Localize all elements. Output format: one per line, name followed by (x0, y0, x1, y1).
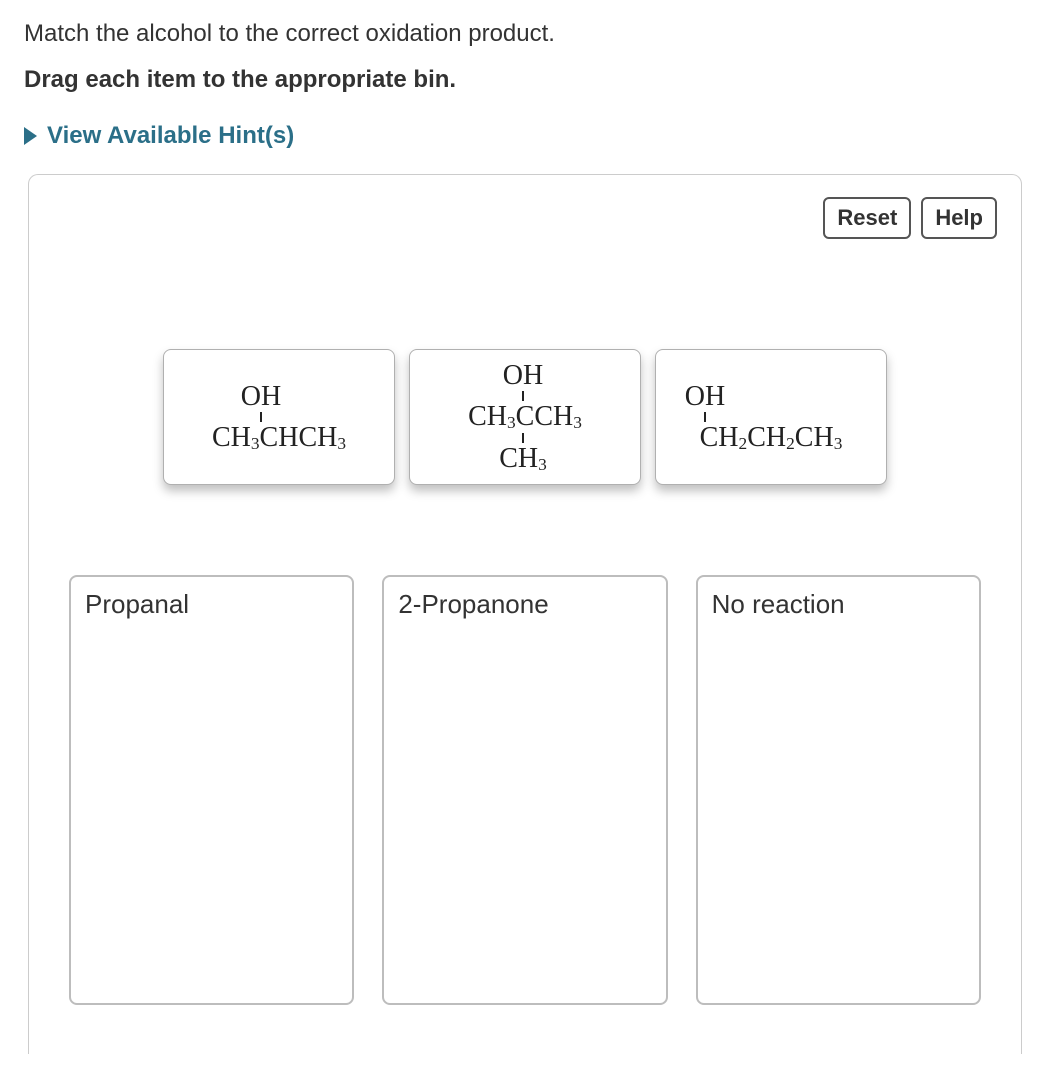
alcohol-card-1-propanol[interactable]: OH CH2CH2CH3 (655, 349, 887, 485)
oh-label: OH (503, 361, 543, 390)
sub: 3 (538, 456, 547, 473)
frag: CH (212, 423, 251, 452)
bin-label: 2-Propanone (398, 589, 548, 620)
bin-label: Propanal (85, 589, 189, 620)
sub: 3 (834, 435, 843, 452)
structure: OH CH3CHCH3 (212, 382, 346, 453)
chevron-right-icon (24, 127, 37, 145)
help-button[interactable]: Help (921, 197, 997, 239)
question-page: Match the alcohol to the correct oxidati… (0, 0, 1046, 1054)
panel-controls: Reset Help (823, 197, 997, 239)
sub: 2 (786, 435, 795, 452)
frag: CH (499, 444, 538, 473)
frag: CHCH (260, 423, 338, 452)
interaction-panel: Reset Help OH CH3CHCH3 (28, 174, 1022, 1054)
bond-line (704, 412, 706, 422)
frag: CH (468, 402, 507, 431)
reset-button[interactable]: Reset (823, 197, 911, 239)
draggable-cards-row: OH CH3CHCH3 OH CH3CCH3 (53, 349, 997, 485)
bond-line (522, 433, 524, 443)
structure: OH CH2CH2CH3 (700, 382, 843, 453)
bin-label: No reaction (712, 589, 845, 620)
bond-line (522, 391, 524, 401)
bond-line (260, 412, 262, 422)
frag: CH (700, 423, 739, 452)
bin-propanal[interactable]: Propanal (69, 575, 354, 1005)
frag: CCH (516, 402, 574, 431)
frag: CH (747, 423, 786, 452)
sub: 2 (739, 435, 748, 452)
hints-label: View Available Hint(s) (47, 122, 294, 150)
sub: 3 (337, 435, 346, 452)
bin-no-reaction[interactable]: No reaction (696, 575, 981, 1005)
drop-bins-row: Propanal 2-Propanone No reaction (53, 575, 997, 1005)
structure: OH CH3CCH3 CH3 (468, 361, 582, 473)
sub: 3 (251, 435, 260, 452)
instruction-text: Drag each item to the appropriate bin. (24, 66, 1022, 94)
sub: 3 (507, 414, 516, 431)
oh-label: OH (241, 382, 281, 411)
question-text: Match the alcohol to the correct oxidati… (24, 20, 1022, 48)
alcohol-card-tert-butanol[interactable]: OH CH3CCH3 CH3 (409, 349, 641, 485)
frag: CH (795, 423, 834, 452)
oh-label: OH (685, 382, 725, 411)
alcohol-card-2-propanol[interactable]: OH CH3CHCH3 (163, 349, 395, 485)
bin-2-propanone[interactable]: 2-Propanone (382, 575, 667, 1005)
sub: 3 (573, 414, 582, 431)
view-hints-toggle[interactable]: View Available Hint(s) (24, 122, 294, 150)
